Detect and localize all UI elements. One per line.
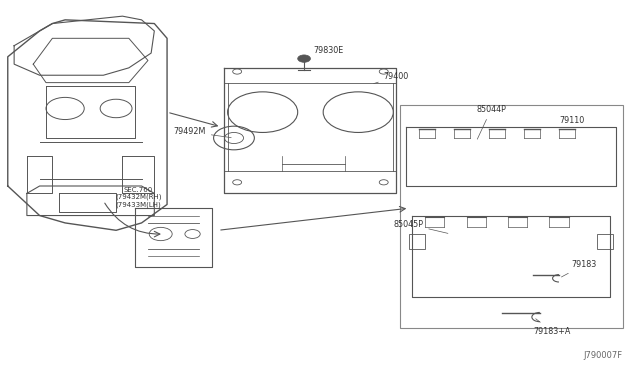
Circle shape — [298, 55, 310, 62]
Text: 79400: 79400 — [374, 72, 409, 84]
Text: 85045P: 85045P — [394, 219, 448, 233]
Text: 79110: 79110 — [559, 116, 584, 125]
Text: J790007F: J790007F — [584, 350, 623, 359]
Text: 85044P: 85044P — [476, 105, 506, 139]
Text: 79830E: 79830E — [307, 46, 344, 58]
Text: 79183: 79183 — [561, 260, 597, 277]
Text: 79183+A: 79183+A — [534, 319, 571, 336]
Bar — [399, 105, 623, 328]
Text: 79492M: 79492M — [173, 127, 231, 138]
Bar — [597, 234, 613, 249]
Text: SEC.760
(79432M(RH)
(79433M(LH): SEC.760 (79432M(RH) (79433M(LH) — [115, 187, 162, 208]
Bar — [409, 234, 425, 249]
